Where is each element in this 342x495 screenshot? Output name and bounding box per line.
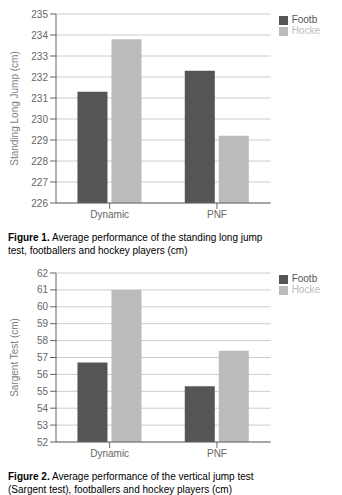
html-text:Footb: Footb: [291, 273, 318, 284]
svg-text:Dynamic: Dynamic: [90, 209, 129, 220]
svg-text:226: 226: [31, 198, 48, 209]
svg-text:231: 231: [31, 93, 48, 104]
svg-text:61: 61: [37, 284, 49, 295]
svg-text:PNF: PNF: [207, 209, 227, 220]
html-text:Footb: Footb: [291, 14, 318, 25]
html-text:Hocke: Hocke: [291, 284, 320, 295]
svg-text:52: 52: [37, 437, 49, 448]
svg-text:229: 229: [31, 135, 48, 146]
svg-text:60: 60: [37, 301, 49, 312]
svg-text:Dynamic: Dynamic: [90, 448, 129, 459]
html-text:Hocke: Hocke: [291, 25, 320, 36]
svg-text:58: 58: [37, 335, 49, 346]
svg-text:230: 230: [31, 114, 48, 125]
svg-text:59: 59: [37, 318, 49, 329]
html-text:Figure 1. Average performance: Figure 1. Average performance of the sta…: [8, 232, 263, 243]
svg-text:57: 57: [37, 352, 49, 363]
svg-text:233: 233: [31, 51, 48, 62]
svg-text:PNF: PNF: [207, 448, 227, 459]
svg-text:Sargent Test (cm): Sargent Test (cm): [9, 318, 20, 397]
svg-text:232: 232: [31, 72, 48, 83]
svg-text:228: 228: [31, 156, 48, 167]
html-text:Figure 2. Average performance: Figure 2. Average performance of the ver…: [8, 471, 254, 482]
svg-text:62: 62: [37, 268, 49, 279]
svg-text:53: 53: [37, 420, 49, 431]
svg-text:56: 56: [37, 369, 49, 380]
svg-text:227: 227: [31, 177, 48, 188]
html-text:test, footballers and hockey p: test, footballers and hockey players (cm…: [8, 245, 188, 256]
svg-text:235: 235: [31, 9, 48, 20]
svg-text:Standing Long Jump (cm): Standing Long Jump (cm): [9, 51, 20, 166]
svg-text:54: 54: [37, 403, 49, 414]
svg-text:234: 234: [31, 30, 48, 41]
svg-text:55: 55: [37, 386, 49, 397]
html-text:(Sargent test), footballers an: (Sargent test), footballers and hockey p…: [8, 484, 232, 495]
